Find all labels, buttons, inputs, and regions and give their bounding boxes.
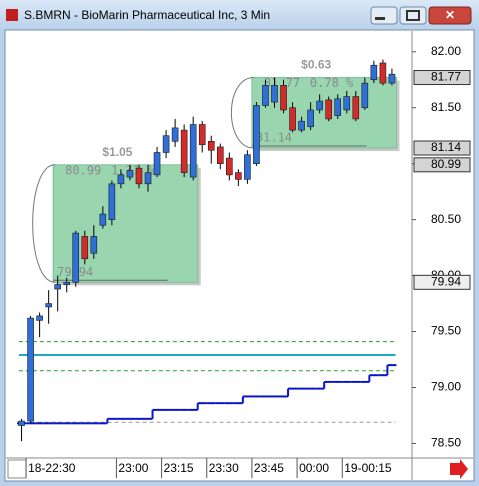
candle-body: [289, 107, 296, 131]
candle-body: [226, 157, 233, 176]
candle-body: [144, 172, 152, 185]
candle-body: [117, 174, 125, 185]
candle-body: [45, 303, 52, 308]
scroll-arrow[interactable]: [450, 459, 468, 479]
close-icon: ✕: [445, 8, 455, 22]
candle-body: [352, 96, 360, 120]
box-change: $0.63: [301, 58, 331, 72]
candle-body: [72, 232, 80, 283]
candle-body: [298, 120, 305, 131]
candle-body: [171, 127, 179, 142]
price-tag-label: 81.14: [431, 140, 461, 154]
candle-body: [253, 105, 260, 164]
x-tick-label: 23:45: [254, 461, 284, 475]
price-tag: [413, 140, 471, 156]
y-tick-label: 80.50: [431, 212, 461, 226]
candle-body: [307, 109, 314, 128]
candle-body: [63, 282, 71, 285]
candle-body: [90, 236, 98, 254]
close-button[interactable]: [428, 6, 472, 25]
candle-body: [316, 100, 323, 111]
maximize-icon: [406, 10, 420, 21]
candle-body: [334, 98, 342, 116]
y-tick-label: 78.50: [431, 436, 461, 450]
x-tick-label: 00:00: [299, 461, 329, 475]
candle-body: [207, 141, 215, 151]
candle-body: [81, 236, 89, 260]
candle-body: [189, 124, 197, 178]
x-tick-label: 23:00: [118, 461, 148, 475]
price-tag: [413, 157, 471, 173]
candle-body: [361, 82, 369, 109]
candle-body: [216, 146, 224, 164]
window-title: S.BMRN - BioMarin Pharmaceutical Inc, 3 …: [24, 8, 270, 22]
price-tag: [413, 70, 471, 86]
candle-body: [235, 172, 242, 180]
candle-body: [198, 124, 206, 145]
candle-body: [162, 135, 170, 153]
box-pct: 0.78 %: [310, 76, 354, 90]
candle-body: [271, 85, 278, 103]
candle-body: [153, 152, 161, 176]
box-change: $1.05: [102, 145, 132, 159]
candle-body: [244, 154, 251, 180]
y-tick-label: 82.00: [431, 44, 461, 58]
candle-body: [379, 62, 387, 84]
window-buttons[interactable]: ✕: [370, 6, 472, 25]
candle-body: [262, 85, 269, 106]
x-tick-label: 23:15: [164, 461, 194, 475]
price-tag-label: 80.99: [431, 157, 461, 171]
corner-box[interactable]: [7, 459, 27, 479]
candle-body: [18, 420, 25, 426]
y-tick-label: 79.00: [431, 380, 461, 394]
candle-body: [108, 183, 116, 220]
candle-body: [370, 64, 378, 81]
range-bracket: [32, 164, 56, 283]
minimize-icon: [375, 17, 385, 20]
candle-body: [27, 317, 34, 422]
title-bar: [0, 0, 479, 30]
price-tag-label: 79.94: [431, 274, 461, 288]
minimize-button[interactable]: [370, 6, 398, 25]
candle-body: [325, 99, 332, 120]
price-tag-label: 81.77: [431, 70, 461, 84]
app-icon: [6, 9, 18, 21]
price-tag: [413, 274, 471, 290]
maximize-button[interactable]: [399, 6, 427, 25]
candle-body: [36, 315, 43, 321]
y-tick-label: 79.50: [431, 324, 461, 338]
candle-body: [126, 170, 134, 178]
candle-body: [180, 129, 188, 173]
x-tick-label: 18-22:30: [28, 461, 76, 475]
candle-body: [54, 284, 61, 290]
candle-body: [99, 213, 107, 226]
box-low: 81.14: [256, 131, 292, 145]
y-tick-label: 81.50: [431, 100, 461, 114]
range-bracket: [230, 77, 254, 149]
box-high: 80.99: [65, 163, 101, 177]
x-tick-label: 19-00:15: [344, 461, 392, 475]
x-tick-label: 23:30: [209, 461, 239, 475]
candle-body: [280, 85, 287, 111]
candle-body: [343, 96, 351, 111]
candle-body: [135, 167, 143, 185]
candle-body: [388, 73, 396, 84]
